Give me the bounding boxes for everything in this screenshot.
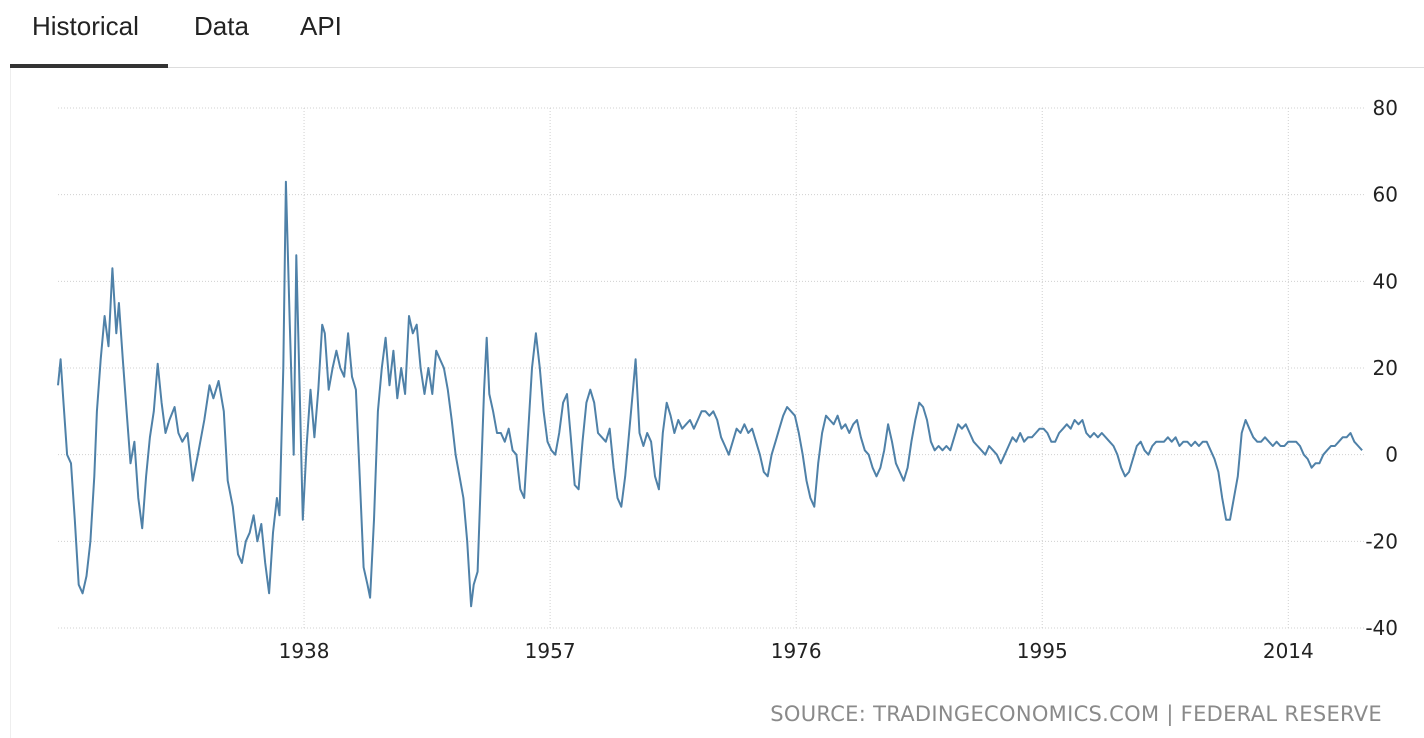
y-tick-label: 80	[1373, 96, 1398, 120]
y-tick-label: 40	[1373, 269, 1398, 293]
y-axis-ticks: 80 60 40 20 0 -20 -40	[1365, 96, 1398, 640]
x-axis-ticks: 1938 1957 1976 1995 2014	[279, 639, 1314, 663]
series-line	[57, 180, 1363, 608]
y-tick-label: -20	[1365, 529, 1398, 553]
x-tick-label: 2014	[1263, 639, 1314, 663]
tab-api[interactable]: API	[300, 11, 342, 41]
x-tick-label: 1957	[525, 639, 576, 663]
chart-grid	[58, 107, 1366, 629]
x-tick-label: 1976	[771, 639, 822, 663]
y-tick-label: 0	[1385, 443, 1398, 467]
x-tick-label: 1995	[1017, 639, 1068, 663]
y-tick-label: 60	[1373, 183, 1398, 207]
tab-bar: Historical Data API	[10, 0, 1424, 68]
y-tick-label: -40	[1365, 616, 1398, 640]
chart-panel	[10, 68, 1424, 738]
source-attribution: SOURCE: TRADINGECONOMICS.COM | FEDERAL R…	[770, 702, 1382, 727]
x-tick-label: 1938	[279, 639, 330, 663]
tab-historical[interactable]: Historical	[10, 0, 168, 68]
y-tick-label: 20	[1373, 356, 1398, 380]
tab-data[interactable]: Data	[194, 11, 249, 41]
